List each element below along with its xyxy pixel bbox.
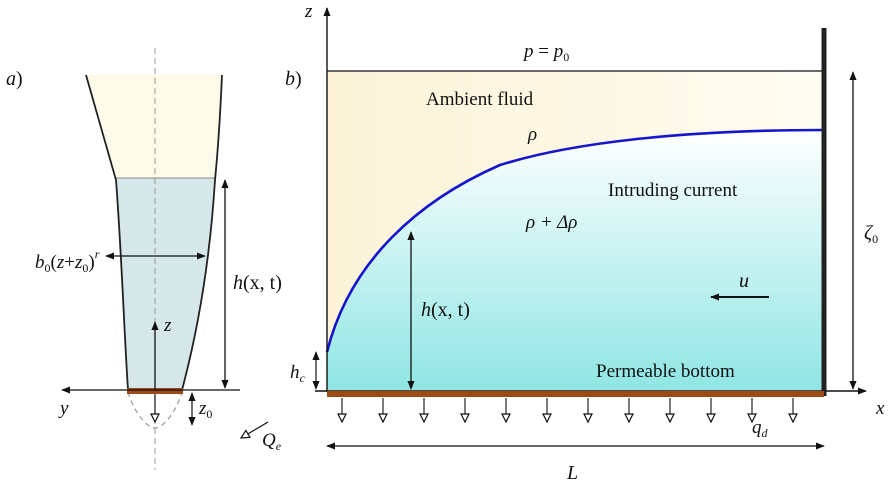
length-label: L [566, 462, 578, 484]
zeta0-label: ζ0 [864, 222, 878, 246]
channel-ambient-region [86, 75, 222, 178]
pressure-label: p = p0 [522, 41, 569, 64]
rho-label: ρ [527, 124, 537, 145]
x-axis-label-b: x [875, 398, 885, 419]
panel-a-label: a) [6, 68, 23, 90]
ambient-fluid-label: Ambient fluid [426, 89, 534, 110]
permeable-bottom-label: Permeable bottom [596, 361, 735, 382]
drain-arrows [342, 398, 793, 422]
z0-label: z0 [198, 398, 212, 421]
rho-delta-rho-label: ρ + Δρ [525, 212, 577, 233]
channel-bottom [127, 388, 183, 394]
hc-label: hc [290, 362, 306, 385]
height-label-a: h(x, t) [233, 272, 282, 294]
channel-right-wall [181, 74, 223, 391]
outflow-label: Qe [262, 430, 282, 453]
qd-label: qd [752, 417, 769, 440]
panel-b: b) z x p = p0 Ambient fluid ρ Intruding … [285, 1, 885, 484]
height-label-b: h(x, t) [421, 299, 470, 321]
interface-curve [325, 128, 825, 353]
width-label: b0(z+z0)r [35, 247, 100, 275]
intruding-current-region [327, 130, 824, 390]
panel-b-label: b) [285, 68, 302, 90]
velocity-label: u [739, 270, 749, 292]
outflow: Qe [241, 421, 282, 453]
channel-left-wall [85, 74, 129, 391]
permeable-bottom [327, 391, 824, 397]
intruding-current-label: Intruding current [608, 180, 738, 201]
z-axis-label-b: z [304, 1, 313, 22]
y-axis-label: y [58, 398, 69, 419]
panel-a: a) y z b0(z+z0)r h(x, t) z0 [6, 48, 282, 470]
channel-fluid-region [116, 178, 215, 390]
z-axis-label-a: z [163, 315, 172, 336]
outflow-arrow [241, 421, 269, 438]
